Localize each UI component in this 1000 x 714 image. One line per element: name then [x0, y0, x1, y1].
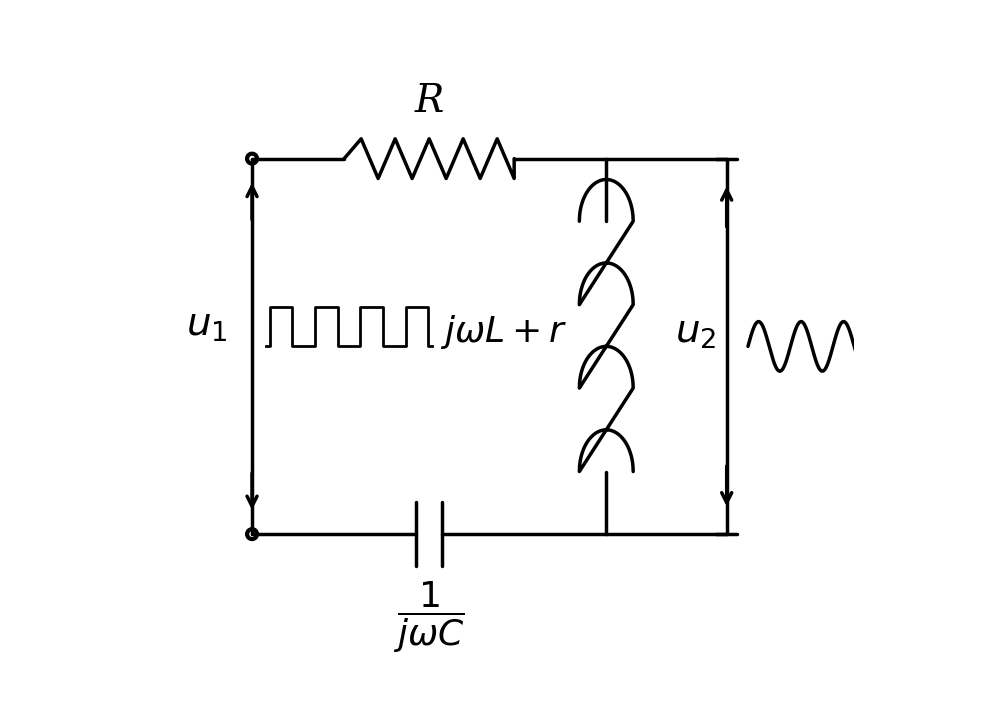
Text: R: R	[415, 83, 444, 120]
Text: $j\omega L+r$: $j\omega L+r$	[440, 313, 567, 351]
Text: $\dfrac{1}{j\omega C}$: $\dfrac{1}{j\omega C}$	[393, 580, 465, 655]
Text: $u_2$: $u_2$	[675, 313, 716, 351]
Text: $u_1$: $u_1$	[186, 306, 227, 343]
